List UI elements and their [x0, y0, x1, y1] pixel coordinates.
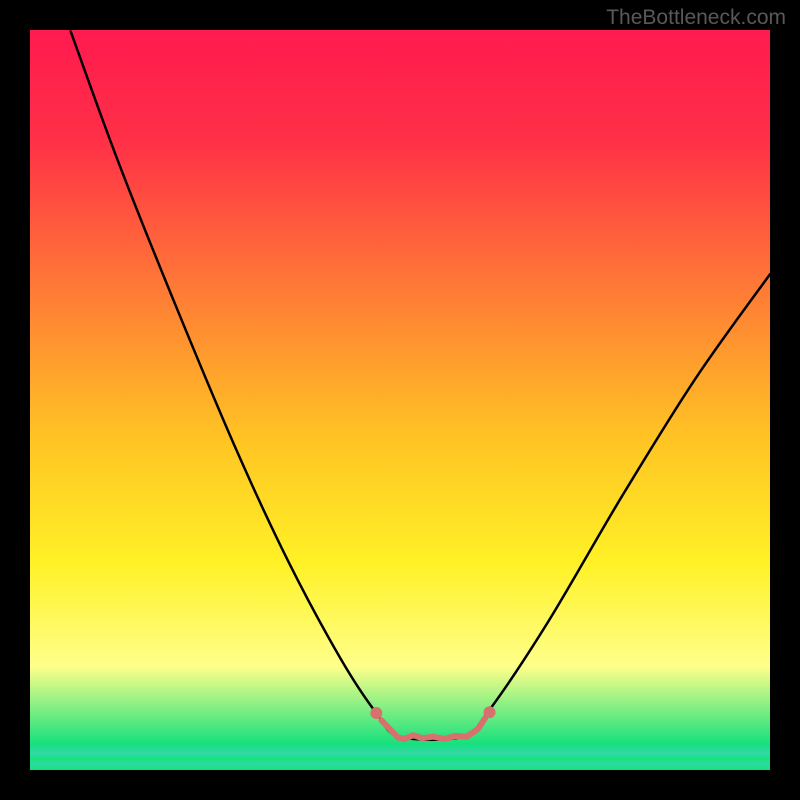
- trough-marker: [30, 30, 770, 770]
- plot-area: [30, 30, 770, 770]
- marker-right-cap: [484, 706, 496, 718]
- marker-segment: [382, 718, 486, 739]
- watermark-text: TheBottleneck.com: [606, 6, 786, 30]
- marker-left-cap: [370, 707, 382, 719]
